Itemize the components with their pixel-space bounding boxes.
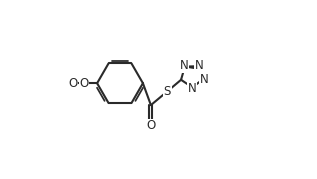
Text: O: O bbox=[80, 77, 89, 90]
Text: O: O bbox=[80, 77, 89, 90]
Text: O: O bbox=[68, 77, 77, 90]
Text: O: O bbox=[146, 119, 156, 132]
Text: N: N bbox=[188, 82, 197, 95]
Text: N: N bbox=[179, 59, 188, 72]
Text: N: N bbox=[194, 59, 203, 72]
Text: N: N bbox=[200, 72, 209, 86]
Text: O: O bbox=[68, 77, 77, 90]
Text: S: S bbox=[164, 85, 171, 98]
